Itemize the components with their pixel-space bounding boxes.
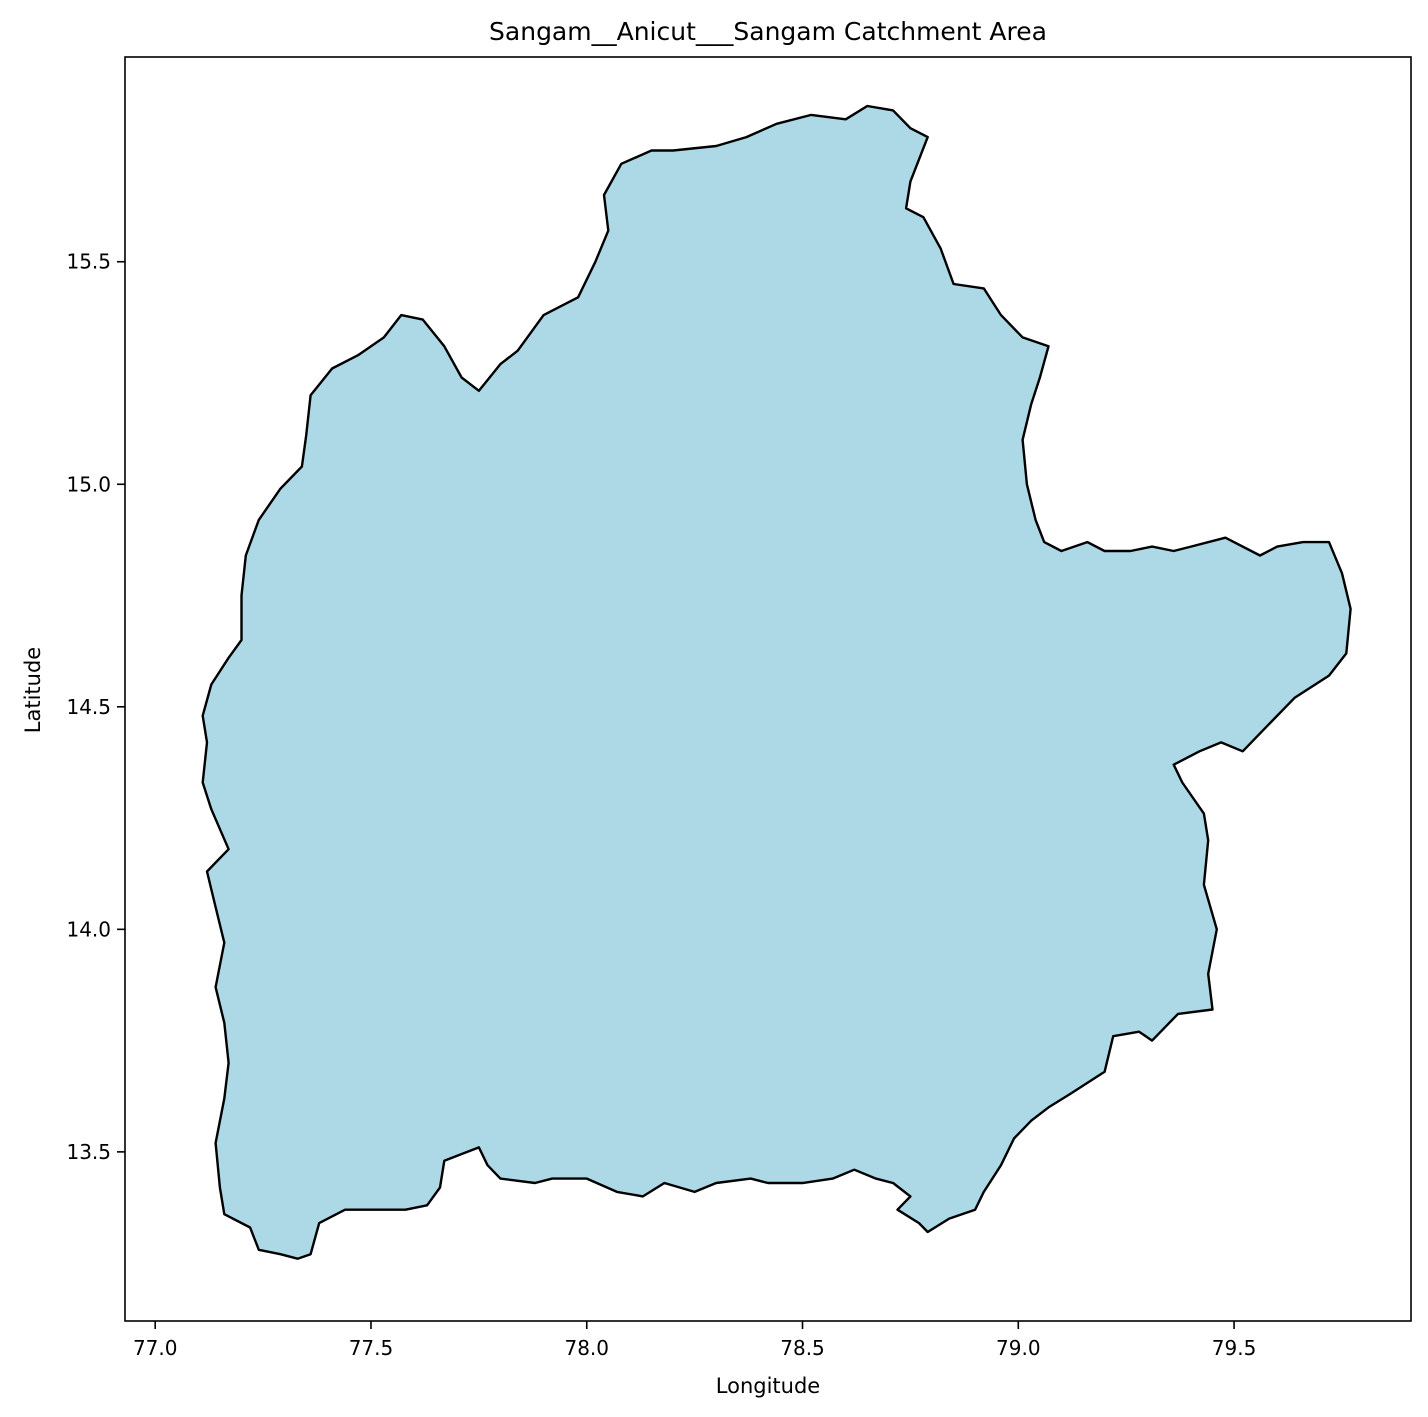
y-axis-label: Latitude <box>21 647 45 733</box>
x-tick-label: 78.5 <box>780 1336 825 1360</box>
x-tick-label: 79.0 <box>996 1336 1041 1360</box>
x-tick-label: 77.5 <box>349 1336 394 1360</box>
catchment-area-polygon <box>201 104 1352 1260</box>
catchment-polygon-layer <box>201 104 1352 1260</box>
x-tick-label: 78.0 <box>564 1336 609 1360</box>
x-tick-label: 77.0 <box>133 1336 178 1360</box>
x-tick-label: 79.5 <box>1212 1336 1257 1360</box>
y-axis-ticks: 13.5 14.0 14.5 15.0 15.5 <box>66 250 125 1164</box>
axes-frame <box>124 56 1412 1322</box>
y-tick-label: 14.5 <box>66 695 111 719</box>
map-title: Sangam__Anicut___Sangam Catchment Area <box>489 17 1047 46</box>
y-tick-label: 15.5 <box>66 250 111 274</box>
y-tick-label: 13.5 <box>66 1140 111 1164</box>
y-tick-label: 15.0 <box>66 472 111 496</box>
y-tick-label: 14.0 <box>66 917 111 941</box>
x-axis-label: Longitude <box>716 1374 820 1398</box>
x-axis-ticks: 77.0 77.5 78.0 78.5 79.0 79.5 <box>133 1321 1256 1360</box>
